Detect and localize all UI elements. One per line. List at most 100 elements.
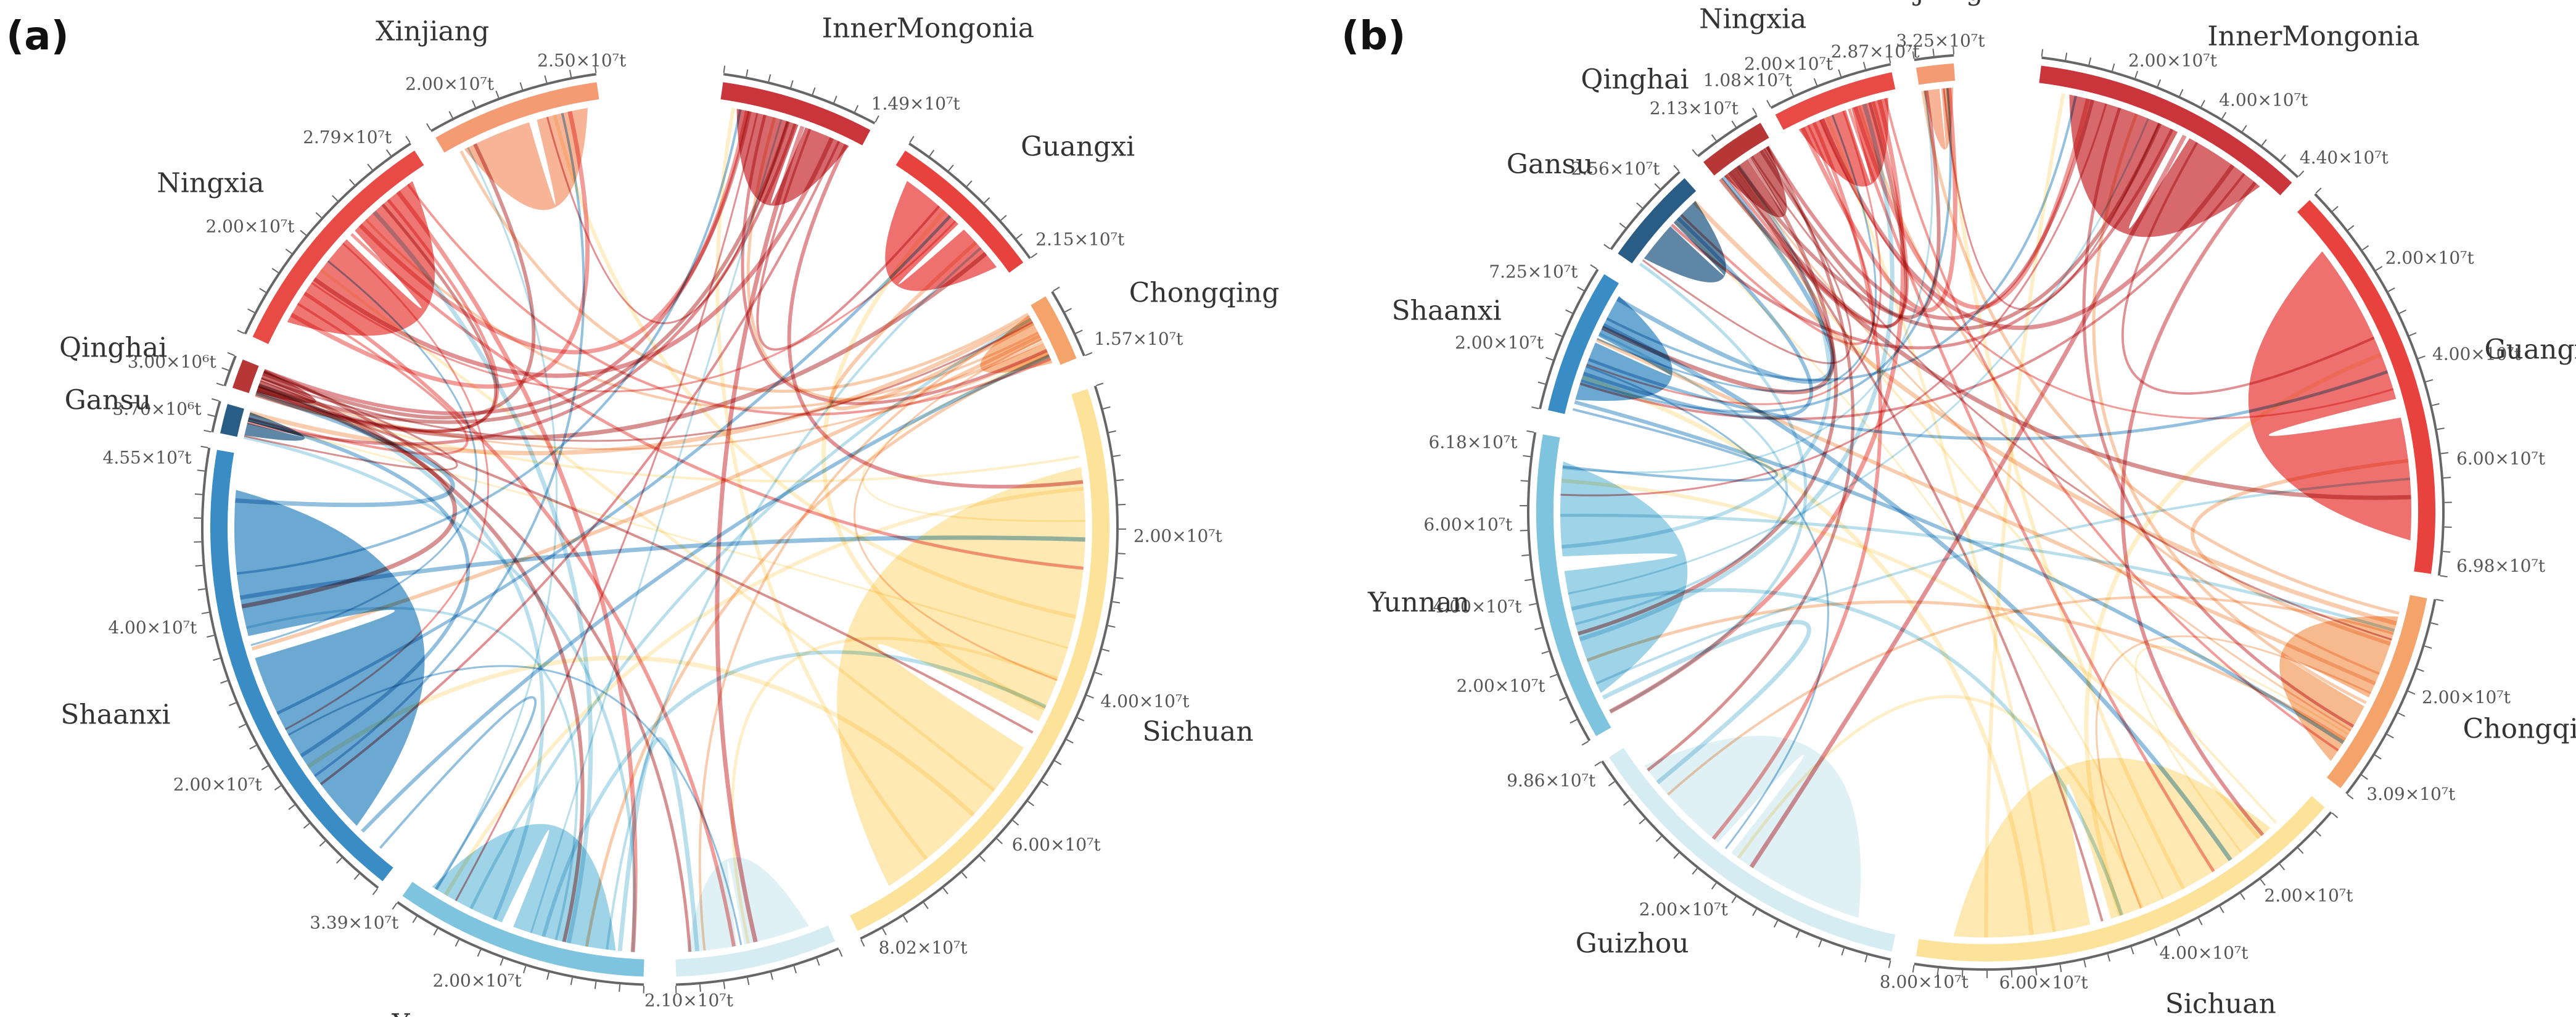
scale-tick <box>1559 696 1566 701</box>
scale-tick <box>1731 896 1737 904</box>
scale-tick <box>1912 51 1915 59</box>
tick-label-sichuan: 4.00×10⁷t <box>1101 691 1190 711</box>
scale-tick <box>2200 100 2205 107</box>
flow-yunnan-to-xinjiang <box>1562 90 1933 474</box>
flow-qinghai-to-shaanxi <box>241 386 458 609</box>
scale-tick <box>1711 883 1717 890</box>
scale-tick <box>723 981 726 989</box>
scale-tick <box>1012 820 1019 826</box>
tick-label-xinjiang: 2.00×10⁷t <box>405 74 495 94</box>
flow-yunnan-to-guizhou <box>1602 620 1811 784</box>
region-label-ningxia: Ningxia <box>1699 3 1806 35</box>
scale-tick <box>2242 125 2247 132</box>
flow-shaanxi-to-xinjiang <box>313 112 585 777</box>
scale-tick <box>2240 893 2245 900</box>
scale-tick <box>2409 332 2417 337</box>
scale-tick <box>221 367 229 371</box>
scale-tick <box>1545 356 1553 361</box>
scale-tick <box>544 75 548 83</box>
scale-tick <box>2221 112 2227 119</box>
scale-tick <box>238 723 246 728</box>
scale-tick <box>1027 801 1035 807</box>
arc-sichuan <box>1914 794 2327 963</box>
self-flow-shaanxi <box>1575 296 1673 401</box>
flow-qinghai-to-sichuan <box>257 385 1034 734</box>
scale-tick <box>1692 149 1698 156</box>
region-label-yunnan: Yunnan <box>1367 587 1470 619</box>
region-label-guangxi: Guangxi <box>1021 131 1135 162</box>
scale-tick <box>929 149 935 157</box>
flow-ningxia-to-yunnan <box>396 191 638 952</box>
flow-qinghai-to-gansu <box>1642 148 1852 364</box>
scale-tick <box>1711 134 1717 141</box>
scale-tick <box>385 149 392 156</box>
self-flow-xinjiang <box>464 107 588 210</box>
scale-tick <box>2157 79 2162 87</box>
flow-shaanxi-to-chongqing <box>361 354 1050 833</box>
scale-tick <box>979 855 986 862</box>
scale-tick <box>1692 868 1698 875</box>
tick-label-innermongonia: 2.00×10⁷t <box>2128 51 2218 71</box>
scale-tick <box>2154 938 2158 946</box>
arc-sichuan <box>848 387 1111 933</box>
tick-label-yunnan: 6.00×10⁷t <box>1423 514 1513 535</box>
scale-tick <box>854 105 859 112</box>
region-label-guizhou: Guizhou <box>1576 928 1689 960</box>
scale-tick <box>2426 379 2434 383</box>
scale-tick <box>353 873 360 880</box>
scale-tick <box>2347 794 2354 800</box>
scale-tick <box>1108 430 1116 434</box>
tick-label-shaanxi: 4.55×10⁷t <box>103 447 192 467</box>
tick-label-xinjiang: 3.25×10⁷t <box>1896 31 1985 51</box>
scale-tick <box>2361 774 2368 780</box>
flow-yunnan-to-shaanxi <box>1574 332 1788 625</box>
scale-tick <box>2134 70 2139 78</box>
flow-qinghai-to-yunnan <box>260 377 585 942</box>
scale-tick <box>455 939 459 947</box>
scale-tick <box>426 123 431 131</box>
flow-ningxia-to-chongqing <box>1884 98 2339 752</box>
scale-tick <box>2443 477 2451 479</box>
scale-tick <box>2387 733 2394 739</box>
flow-sichuan-to-guizhou <box>1737 694 2144 908</box>
tick-label-shaanxi: 2.00×10⁷t <box>1455 332 1544 353</box>
scale-tick <box>2298 170 2305 177</box>
scale-tick <box>2374 754 2382 760</box>
scale-tick <box>1577 286 1584 292</box>
tick-label-qinghai: 3.00×10⁶t <box>128 352 217 372</box>
scale-tick <box>1623 800 1630 806</box>
tick-label-chongqing: 1.57×10⁷t <box>1094 329 1183 349</box>
scale-tick <box>1086 694 1094 699</box>
tick-label-guangxi: 6.98×10⁷t <box>2456 556 2546 576</box>
self-flow-shaanxi <box>234 490 425 826</box>
scale-tick <box>2130 947 2134 955</box>
scale-tick <box>2440 452 2449 455</box>
flow-sichuan-to-ningxia <box>1825 116 2056 933</box>
scale-tick <box>1888 56 1891 64</box>
flow-ningxia-to-xinjiang <box>1800 88 1957 313</box>
scale-tick <box>699 984 701 992</box>
flow-sichuan-to-guizhou <box>730 636 1058 944</box>
flow-ningxia-to-chongqing <box>406 183 1051 416</box>
scale-ring-gansu <box>211 400 221 433</box>
scale-tick <box>288 804 295 810</box>
scale-tick <box>1075 329 1083 334</box>
scale-tick <box>2219 906 2224 913</box>
flow-yunnan-to-gansu <box>244 435 636 952</box>
flow-shaanxi-to-guizhou <box>1586 365 1829 849</box>
scale-tick <box>1841 948 1845 956</box>
region-label-gansu: Gansu <box>1507 149 1594 180</box>
region-label-guangxi: Guangxi <box>2484 334 2576 365</box>
scale-tick <box>1066 739 1074 744</box>
scale-tick <box>2179 89 2184 97</box>
tick-label-innermongonia: 4.40×10⁷t <box>2300 147 2389 168</box>
scale-tick <box>1113 455 1121 458</box>
scale-ring-ningxia <box>1770 63 1891 109</box>
panel-label: (b) <box>1341 14 1405 59</box>
scale-tick <box>816 958 820 966</box>
scale-tick <box>197 469 205 472</box>
scale-tick <box>838 949 843 957</box>
flow-qinghai-to-xinjiang <box>262 143 536 420</box>
tick-label-yunnan: 3.39×10⁷t <box>310 912 399 933</box>
